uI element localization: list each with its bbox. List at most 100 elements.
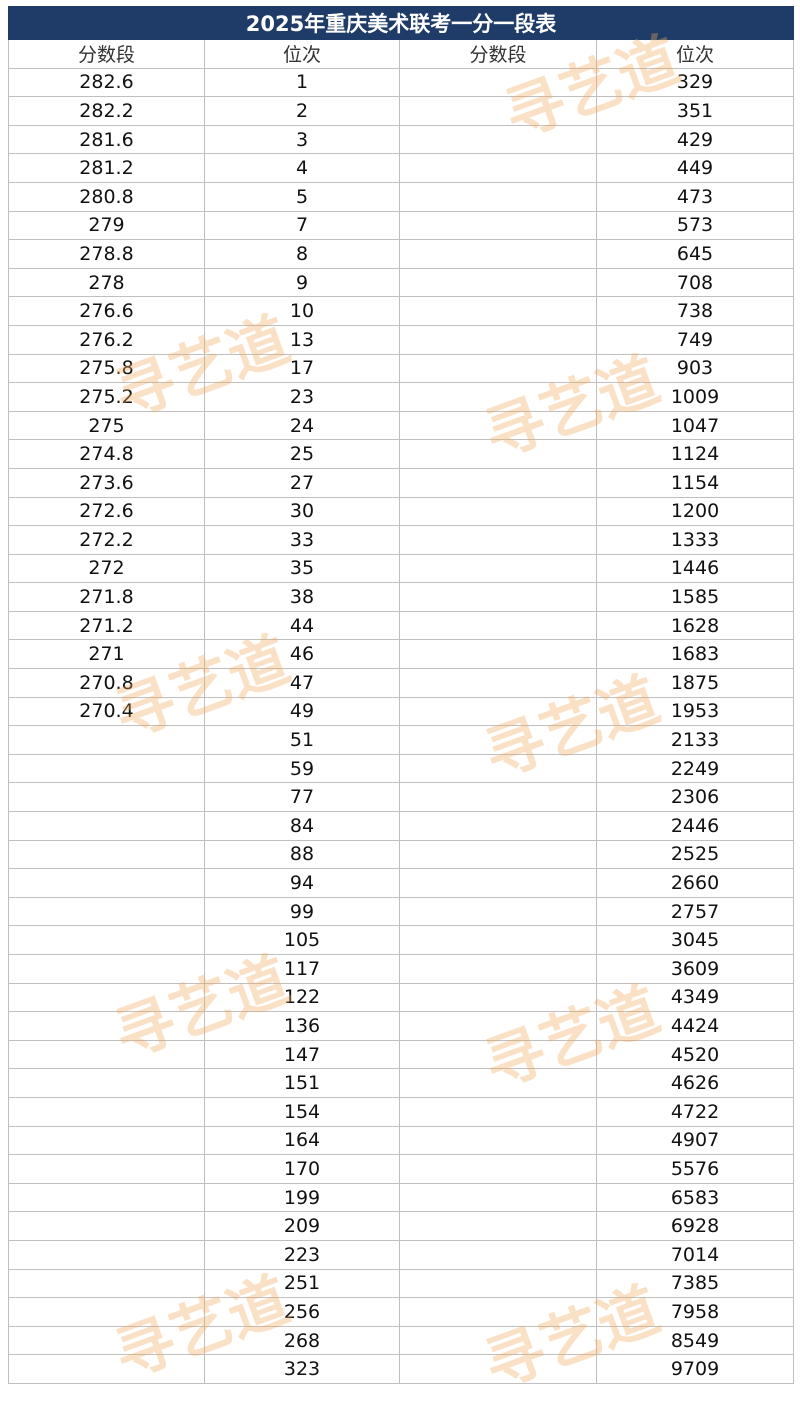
rank-cell: 1585 bbox=[597, 583, 794, 612]
obscured-cell bbox=[8, 983, 205, 1013]
rank-cell: 903 bbox=[597, 354, 794, 384]
rank-cell: 3045 bbox=[597, 926, 794, 955]
score-cell: 272.2 bbox=[8, 526, 205, 555]
obscured-cell bbox=[400, 68, 597, 98]
table-row: 170 5576 bbox=[8, 1155, 794, 1184]
rank-cell: 4 bbox=[205, 154, 400, 183]
score-cell: 272.6 bbox=[8, 497, 205, 527]
table-row: 281.2 4 449 bbox=[8, 154, 794, 183]
rank-cell: 209 bbox=[205, 1212, 400, 1241]
rank-cell: 147 bbox=[205, 1040, 400, 1070]
rank-cell: 46 bbox=[205, 640, 400, 670]
table-row: 223 7014 bbox=[8, 1240, 794, 1270]
rank-cell: 154 bbox=[205, 1097, 400, 1127]
rank-cell: 2 bbox=[205, 97, 400, 126]
obscured-cell bbox=[400, 611, 597, 641]
rank-cell: 7014 bbox=[597, 1240, 794, 1270]
table-row: 59 2249 bbox=[8, 754, 794, 784]
table-row: 271.2 44 1628 bbox=[8, 611, 794, 641]
header-row: 分数段 位次 分数段 位次 bbox=[8, 40, 794, 69]
rank-cell: 3 bbox=[205, 125, 400, 155]
rank-cell: 94 bbox=[205, 869, 400, 898]
rank-cell: 13 bbox=[205, 325, 400, 355]
obscured-cell bbox=[400, 554, 597, 584]
obscured-cell bbox=[400, 1326, 597, 1356]
obscured-cell bbox=[8, 726, 205, 755]
obscured-cell bbox=[8, 869, 205, 898]
rank-cell: 708 bbox=[597, 268, 794, 298]
table-row: 281.6 3 429 bbox=[8, 125, 794, 155]
score-cell: 280.8 bbox=[8, 182, 205, 212]
table-row: 279 7 573 bbox=[8, 211, 794, 241]
rank-cell: 30 bbox=[205, 497, 400, 527]
rank-cell: 473 bbox=[597, 182, 794, 212]
rank-cell: 2249 bbox=[597, 754, 794, 784]
rank-cell: 1154 bbox=[597, 468, 794, 498]
rank-cell: 35 bbox=[205, 554, 400, 584]
obscured-cell bbox=[8, 926, 205, 955]
obscured-cell bbox=[8, 783, 205, 813]
score-cell: 276.2 bbox=[8, 325, 205, 355]
obscured-cell bbox=[400, 812, 597, 841]
table-row: 51 2133 bbox=[8, 726, 794, 755]
obscured-cell bbox=[400, 1126, 597, 1156]
header-cell: 分数段 bbox=[400, 40, 597, 69]
obscured-cell bbox=[400, 869, 597, 898]
table-row: 154 4722 bbox=[8, 1097, 794, 1127]
obscured-cell bbox=[400, 897, 597, 927]
obscured-cell bbox=[8, 1355, 205, 1384]
header-cell: 位次 bbox=[205, 40, 400, 69]
score-cell: 278.8 bbox=[8, 240, 205, 269]
rank-cell: 136 bbox=[205, 1012, 400, 1041]
obscured-cell bbox=[400, 840, 597, 870]
table-row: 151 4626 bbox=[8, 1069, 794, 1098]
rank-cell: 23 bbox=[205, 383, 400, 412]
rank-cell: 7385 bbox=[597, 1269, 794, 1299]
rank-cell: 2306 bbox=[597, 783, 794, 813]
table-row: 276.6 10 738 bbox=[8, 297, 794, 326]
rank-cell: 7 bbox=[205, 211, 400, 241]
obscured-cell bbox=[400, 783, 597, 813]
rank-cell: 4626 bbox=[597, 1069, 794, 1098]
obscured-cell bbox=[400, 1355, 597, 1384]
obscured-cell bbox=[8, 1040, 205, 1070]
score-cell: 276.6 bbox=[8, 297, 205, 326]
rank-cell: 1200 bbox=[597, 497, 794, 527]
obscured-cell bbox=[400, 411, 597, 441]
score-cell: 270.8 bbox=[8, 669, 205, 698]
obscured-cell bbox=[8, 1298, 205, 1327]
rank-cell: 2757 bbox=[597, 897, 794, 927]
obscured-cell bbox=[8, 1126, 205, 1156]
rank-cell: 5576 bbox=[597, 1155, 794, 1184]
obscured-cell bbox=[8, 1097, 205, 1127]
obscured-cell bbox=[400, 669, 597, 698]
table-row: 147 4520 bbox=[8, 1040, 794, 1070]
rank-cell: 84 bbox=[205, 812, 400, 841]
score-cell: 274.8 bbox=[8, 440, 205, 469]
obscured-cell bbox=[400, 983, 597, 1013]
rank-cell: 25 bbox=[205, 440, 400, 469]
obscured-cell bbox=[400, 154, 597, 183]
rank-cell: 1009 bbox=[597, 383, 794, 412]
rank-cell: 8549 bbox=[597, 1326, 794, 1356]
score-cell: 275.8 bbox=[8, 354, 205, 384]
table-row: 278 9 708 bbox=[8, 268, 794, 298]
rank-cell: 4907 bbox=[597, 1126, 794, 1156]
table-row: 84 2446 bbox=[8, 812, 794, 841]
obscured-cell bbox=[8, 955, 205, 984]
rank-cell: 122 bbox=[205, 983, 400, 1013]
rank-cell: 1 bbox=[205, 68, 400, 98]
obscured-cell bbox=[400, 1240, 597, 1270]
table-row: 117 3609 bbox=[8, 955, 794, 984]
rank-cell: 1953 bbox=[597, 697, 794, 727]
score-cell: 281.6 bbox=[8, 125, 205, 155]
rank-cell: 77 bbox=[205, 783, 400, 813]
table-row: 272.6 30 1200 bbox=[8, 497, 794, 527]
rank-cell: 27 bbox=[205, 468, 400, 498]
rank-cell: 738 bbox=[597, 297, 794, 326]
obscured-cell bbox=[400, 354, 597, 384]
rank-cell: 1047 bbox=[597, 411, 794, 441]
obscured-cell bbox=[400, 1269, 597, 1299]
rank-cell: 9709 bbox=[597, 1355, 794, 1384]
